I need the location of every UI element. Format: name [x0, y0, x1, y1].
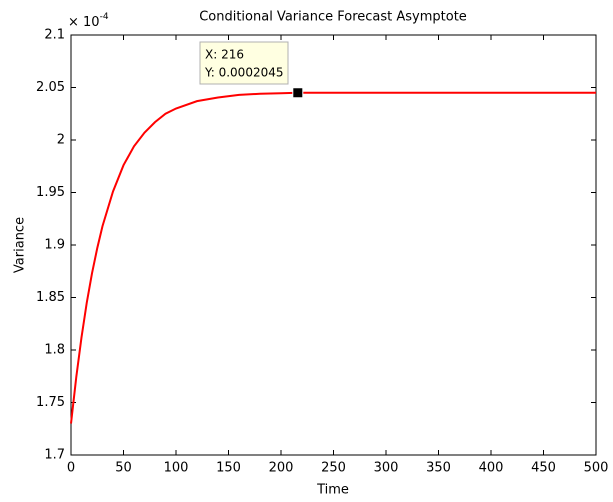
y-tick-label: 1.9: [44, 238, 65, 253]
x-tick-label: 500: [584, 461, 609, 476]
y-tick-label: 1.85: [36, 290, 65, 305]
x-tick-label: 300: [374, 461, 399, 476]
datatip: X: 216 Y: 0.0002045: [199, 41, 289, 85]
datatip-marker: [292, 87, 304, 99]
plot-area: [70, 34, 597, 456]
multiplier-exponent: -4: [100, 12, 109, 22]
x-tick-label: 250: [321, 461, 346, 476]
y-tick-label: 2.1: [44, 28, 65, 43]
chart-title: Conditional Variance Forecast Asymptote: [199, 10, 467, 25]
datatip-box: [199, 41, 289, 85]
y-multiplier: × 10-4: [68, 12, 109, 30]
y-tick-label: 1.8: [44, 343, 65, 358]
x-tick-label: 400: [479, 461, 504, 476]
x-tick-label: 350: [426, 461, 451, 476]
x-tick-label: 150: [216, 461, 241, 476]
x-tick-label: 50: [115, 461, 132, 476]
datatip-x: X: 216: [205, 48, 244, 62]
x-tick-label: 0: [67, 461, 75, 476]
y-tick-label: 2.05: [36, 80, 65, 95]
multiplier-base: × 10: [68, 15, 100, 30]
y-tick-label: 1.7: [44, 448, 65, 463]
x-axis-label: Time: [316, 483, 349, 498]
x-tick-label: 100: [164, 461, 189, 476]
x-tick-label: 200: [269, 461, 294, 476]
datatip-y: Y: 0.0002045: [204, 66, 284, 80]
line: [70, 91, 596, 424]
y-axis-label: Variance: [13, 217, 28, 273]
x-tick-label: 450: [531, 461, 556, 476]
y-tick-label: 1.75: [36, 395, 65, 410]
y-tick-label: 2: [57, 133, 65, 148]
y-tick-label: 1.95: [36, 185, 65, 200]
